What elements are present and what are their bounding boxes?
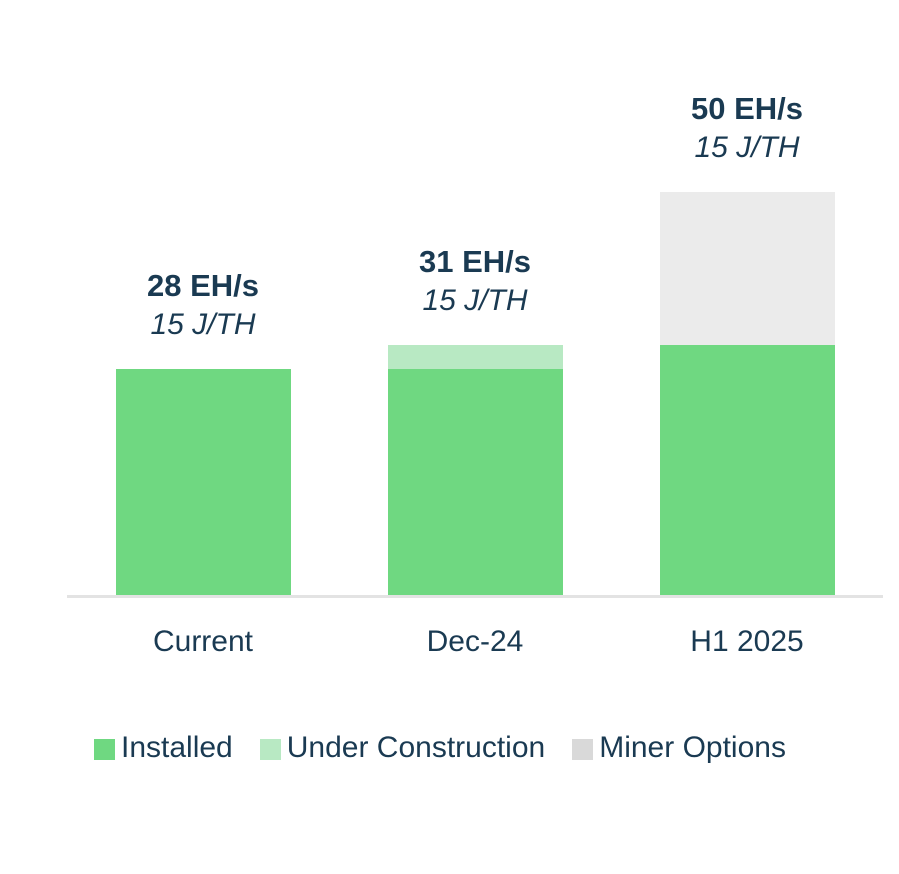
bar-segment-installed [659,345,835,595]
bar-dec-24 [387,345,563,595]
bar-efficiency-value: 15 J/TH [694,131,800,164]
bar-total-value: 31 EH/s [418,244,531,279]
bar-total-value: 50 EH/s [690,91,803,126]
bar-value-label: 50 EH/s 15 J/TH [691,89,803,167]
legend-label: Miner Options [599,731,786,764]
miner-options-swatch-icon [572,738,594,760]
bar-value-label: 28 EH/s 15 J/TH [147,266,259,344]
bar-value-label: 31 EH/s 15 J/TH [419,242,531,320]
under-construction-swatch-icon [259,738,281,760]
bar-group-dec-24: 31 EH/s 15 J/TH [375,242,575,595]
x-axis-label-dec-24: Dec-24 [426,625,524,658]
bar-segment-installed [387,369,563,595]
bar-group-h1-2025: 50 EH/s 15 J/TH [647,89,847,595]
legend: Installed Under Construction Miner Optio… [94,731,786,765]
x-axis-label-current: Current [152,625,254,658]
x-axis-line [67,595,883,598]
bar-h1-2025 [659,192,835,595]
legend-label: Under Construction [286,731,546,764]
legend-item-miner-options: Miner Options [572,731,786,765]
bar-segment-under-construction [387,345,563,369]
bar-current [115,369,291,595]
bar-segment-miner-options [659,192,835,345]
bar-efficiency-value: 15 J/TH [150,308,256,341]
legend-item-installed: Installed [94,731,233,765]
bar-group-current: 28 EH/s 15 J/TH [103,266,303,595]
bar-segment-installed [115,369,291,595]
bar-total-value: 28 EH/s [146,268,259,303]
bar-efficiency-value: 15 J/TH [422,284,528,317]
installed-swatch-icon [94,738,115,760]
legend-item-under-construction: Under Construction [259,731,546,765]
x-axis-label-h1-2025: H1 2025 [690,625,804,658]
legend-label: Installed [121,731,233,764]
